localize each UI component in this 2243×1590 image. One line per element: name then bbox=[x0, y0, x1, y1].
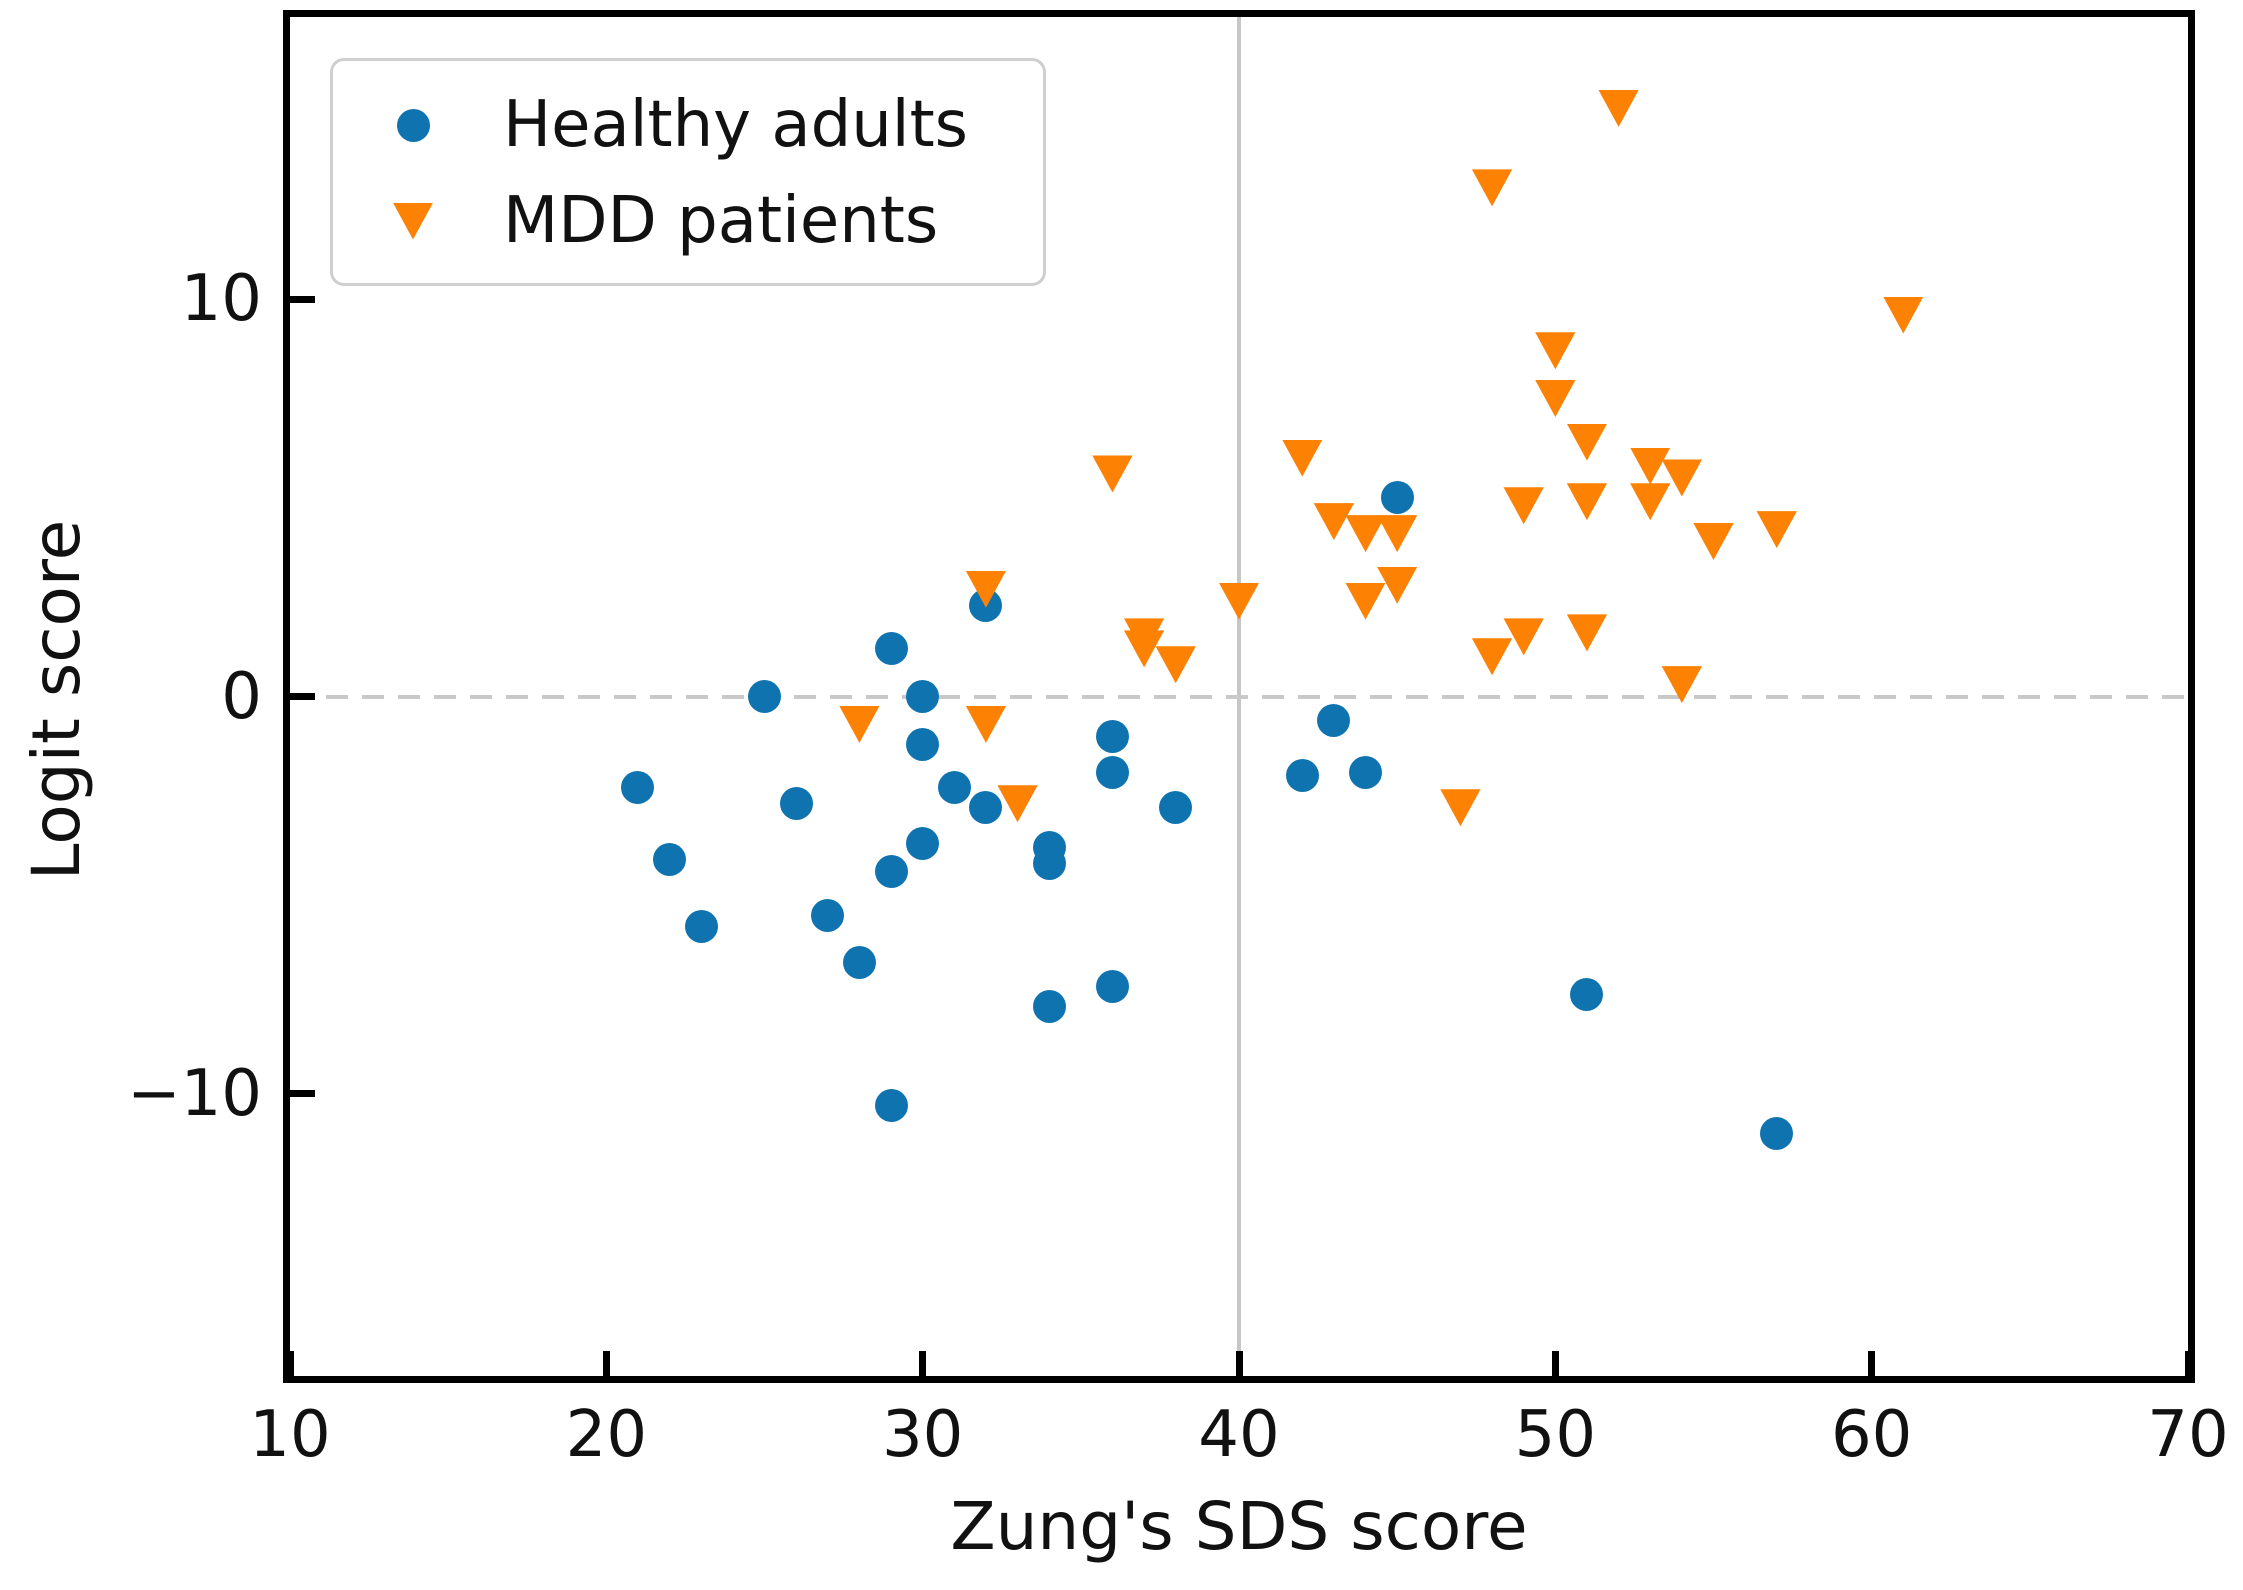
scatter-point-mdd bbox=[1503, 618, 1544, 656]
x-axis-tick bbox=[1551, 1351, 1559, 1376]
scatter-point-mdd bbox=[839, 705, 880, 743]
x-tick-label: 50 bbox=[1514, 1398, 1597, 1472]
scatter-point-healthy bbox=[842, 946, 876, 980]
scatter-point-mdd bbox=[1345, 582, 1386, 620]
healthy-adults-circle-icon bbox=[391, 108, 435, 142]
scatter-point-healthy bbox=[1095, 719, 1129, 753]
scatter-point-healthy bbox=[874, 854, 908, 888]
scatter-point-healthy bbox=[874, 1089, 908, 1123]
scatter-point-healthy bbox=[1380, 481, 1414, 515]
scatter-point-mdd bbox=[1376, 515, 1418, 553]
y-axis-tick bbox=[290, 295, 315, 303]
x-axis-tick bbox=[602, 1351, 610, 1376]
scatter-point-mdd bbox=[1661, 459, 1703, 497]
scatter-point-healthy bbox=[779, 787, 813, 821]
scatter-point-mdd bbox=[1566, 423, 1608, 461]
scatter-point-healthy bbox=[906, 827, 940, 861]
y-axis-tick bbox=[290, 1090, 315, 1098]
y-axis-title: Logit score bbox=[18, 519, 95, 881]
scatter-point-mdd bbox=[1566, 614, 1608, 652]
scatter-point-mdd bbox=[1883, 296, 1924, 334]
scatter-point-mdd bbox=[1313, 503, 1355, 541]
scatter-point-healthy bbox=[969, 791, 1003, 825]
x-tick-label: 20 bbox=[565, 1398, 648, 1472]
x-axis-tick bbox=[286, 1351, 294, 1376]
scatter-point-healthy bbox=[1095, 970, 1129, 1004]
legend-item-mdd-patients: MDD patients bbox=[333, 173, 1043, 269]
scatter-point-mdd bbox=[1756, 511, 1797, 549]
scatter-point-mdd bbox=[1155, 646, 1196, 684]
x-axis-tick bbox=[1235, 1351, 1243, 1376]
scatter-point-mdd bbox=[1440, 789, 1481, 827]
scatter-point-mdd bbox=[1471, 169, 1513, 207]
scatter-point-healthy bbox=[906, 727, 940, 761]
scatter-point-mdd bbox=[1092, 455, 1133, 493]
legend-item-healthy-adults: Healthy adults bbox=[333, 77, 1043, 173]
scatter-point-healthy bbox=[1317, 703, 1351, 737]
scatter-point-mdd bbox=[1630, 447, 1671, 485]
scatter-point-healthy bbox=[1570, 978, 1604, 1012]
scatter-point-healthy bbox=[1349, 755, 1383, 789]
y-axis-tick bbox=[290, 693, 315, 700]
legend-label: MDD patients bbox=[503, 184, 939, 258]
x-tick-label: 40 bbox=[1198, 1398, 1280, 1472]
scatter-point-mdd bbox=[997, 785, 1038, 823]
x-axis-title: Zung's SDS score bbox=[950, 1488, 1528, 1565]
scatter-point-healthy bbox=[1095, 755, 1129, 789]
scatter-point-healthy bbox=[621, 771, 655, 805]
scatter-point-healthy bbox=[1032, 846, 1066, 880]
scatter-point-mdd bbox=[1630, 483, 1671, 521]
scatter-point-mdd bbox=[1503, 487, 1544, 525]
plot-area bbox=[286, 17, 2192, 1376]
scatter-point-mdd bbox=[1282, 439, 1323, 477]
scatter-point-mdd bbox=[1535, 332, 1576, 370]
scatter-point-mdd bbox=[1693, 523, 1734, 561]
x-axis-tick bbox=[1868, 1351, 1876, 1376]
scatter-point-healthy bbox=[1760, 1117, 1794, 1151]
mdd-patients-triangle-icon bbox=[391, 202, 435, 240]
scatter-point-mdd bbox=[1535, 379, 1576, 417]
legend-label: Healthy adults bbox=[503, 88, 968, 162]
y-tick-label: 0 bbox=[221, 659, 262, 734]
scatter-point-healthy bbox=[653, 842, 687, 876]
scatter-point-healthy bbox=[874, 632, 908, 666]
scatter-point-mdd bbox=[965, 705, 1007, 743]
scatter-point-mdd bbox=[1598, 89, 1639, 127]
x-tick-label: 70 bbox=[2147, 1398, 2229, 1472]
x-tick-label: 60 bbox=[1830, 1398, 1913, 1472]
scatter-point-healthy bbox=[1159, 791, 1193, 825]
scatter-point-healthy bbox=[748, 680, 781, 713]
y-tick-label: 10 bbox=[180, 262, 262, 337]
scatter-point-healthy bbox=[811, 898, 845, 932]
x-tick-label: 10 bbox=[249, 1398, 331, 1472]
x-axis-tick bbox=[2184, 1351, 2192, 1376]
scatter-point-mdd bbox=[1566, 483, 1608, 521]
x-axis-tick bbox=[919, 1351, 927, 1376]
scatter-point-mdd bbox=[1471, 638, 1513, 676]
scatter-point-healthy bbox=[1032, 989, 1066, 1023]
scatter-point-healthy bbox=[684, 910, 718, 944]
zero-dashed-line bbox=[290, 694, 2188, 699]
scatter-point-healthy bbox=[906, 680, 940, 713]
scatter-point-mdd bbox=[1218, 582, 1260, 620]
legend: Healthy adults MDD patients bbox=[330, 58, 1046, 286]
scatter-point-healthy bbox=[937, 771, 971, 805]
x-tick-label: 30 bbox=[881, 1398, 964, 1472]
scatter-point-healthy bbox=[1285, 759, 1319, 793]
y-tick-label: −10 bbox=[126, 1056, 262, 1131]
